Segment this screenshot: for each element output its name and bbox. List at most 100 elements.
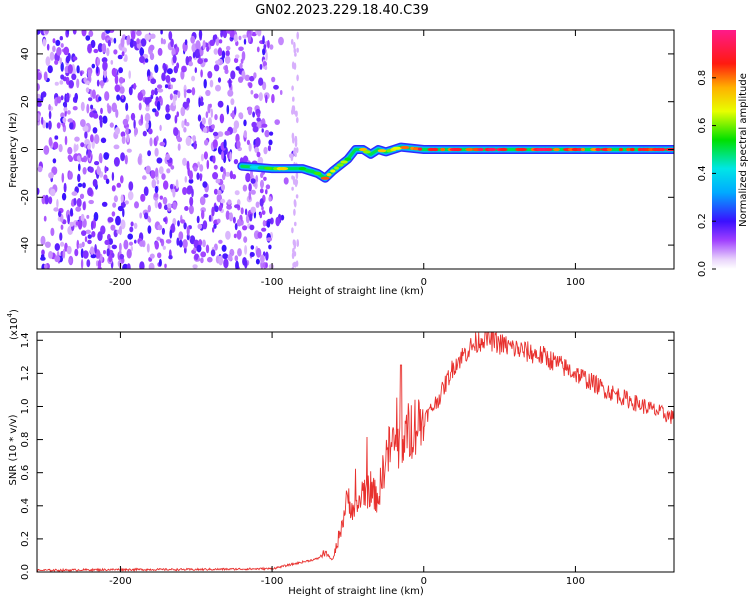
noise-speck: [269, 206, 273, 215]
signal-blob: [487, 147, 497, 152]
noise-speck: [59, 57, 62, 65]
y-tick-label: 0.0: [20, 564, 31, 580]
noise-speck: [75, 206, 82, 212]
signal-blob: [278, 167, 289, 171]
noise-speck: [173, 127, 179, 137]
noise-speck: [52, 38, 56, 44]
snr-y-scale-close: ): [9, 309, 20, 313]
noise-speck: [166, 68, 173, 75]
noise-speck: [70, 208, 73, 216]
noise-speck: [130, 30, 136, 40]
noise-speck: [278, 36, 284, 46]
noise-speck: [118, 259, 122, 269]
noise-speck: [203, 151, 208, 160]
y-tick-label: 0.2: [20, 531, 31, 547]
noise-speck: [89, 246, 95, 255]
noise-speck: [161, 173, 166, 180]
x-tick-label: 0: [421, 277, 427, 288]
noise-speck: [203, 78, 207, 89]
noise-speck: [213, 64, 220, 72]
noise-speck: [130, 245, 133, 252]
noise-speck: [92, 113, 99, 119]
noise-speck: [111, 244, 118, 250]
noise-speck: [81, 230, 87, 237]
noise-speck: [177, 143, 181, 151]
noise-speck: [89, 111, 95, 118]
noise-speck: [259, 63, 263, 70]
noise-speck: [165, 104, 170, 113]
noise-speck: [180, 219, 186, 224]
noise-speck: [80, 119, 86, 128]
noise-speck: [170, 77, 176, 83]
signal-blob: [440, 147, 446, 152]
noise-speck: [222, 253, 229, 260]
noise-speck: [74, 92, 78, 102]
noise-speck: [99, 119, 103, 128]
noise-speck: [97, 259, 102, 269]
noise-speck: [224, 64, 228, 72]
noise-speck: [268, 139, 273, 146]
noise-speck: [138, 102, 142, 111]
noise-speck: [218, 204, 223, 212]
noise-speck: [221, 150, 224, 161]
signal-blob: [571, 147, 580, 152]
noise-speck: [84, 138, 90, 145]
noise-speck: [196, 244, 202, 253]
noise-speck: [264, 65, 268, 71]
noise-speck: [264, 129, 270, 138]
y-tick-label: 0: [20, 146, 31, 152]
signal-blob: [359, 147, 368, 152]
noise-speck: [265, 184, 271, 190]
noise-speck: [122, 263, 129, 269]
noise-speck: [213, 188, 218, 195]
noise-speck: [111, 211, 116, 217]
noise-speck: [44, 194, 49, 205]
noise-speck: [91, 89, 96, 99]
noise-speck: [191, 75, 196, 82]
noise-speck: [87, 187, 93, 197]
x-tick-label: 100: [566, 576, 585, 587]
noise-speck: [184, 176, 188, 183]
noise-speck: [119, 242, 122, 252]
noise-speck: [113, 37, 117, 44]
colorbar-tick-label: 0.6: [697, 118, 708, 134]
noise-speck: [126, 133, 130, 143]
noise-speck: [78, 163, 81, 172]
signal-blob: [553, 147, 560, 152]
noise-speck: [124, 154, 128, 165]
noise-speck: [91, 231, 96, 238]
noise-speck: [170, 165, 175, 170]
noise-speck: [228, 212, 234, 222]
noise-speck: [72, 106, 78, 111]
noise-speck: [274, 119, 281, 125]
noise-speck: [157, 84, 163, 89]
noise-speck: [221, 183, 225, 191]
noise-speck: [162, 38, 166, 45]
noise-speck: [45, 122, 49, 129]
noise-speck: [271, 76, 276, 83]
noise-speck: [190, 35, 196, 44]
noise-speck: [242, 34, 248, 39]
noise-speck: [258, 77, 264, 86]
noise-speck: [68, 80, 74, 89]
noise-speck: [215, 60, 220, 65]
noise-speck: [143, 212, 149, 220]
noise-speck: [113, 144, 120, 150]
noise-speck: [159, 238, 163, 243]
noise-speck: [54, 81, 59, 86]
noise-speck: [290, 38, 294, 45]
signal-blob: [264, 166, 273, 170]
noise-speck: [234, 223, 238, 231]
noise-speck: [77, 220, 83, 230]
spectrogram-signal-track: [237, 142, 674, 183]
noise-speck: [67, 64, 73, 74]
noise-speck: [256, 117, 261, 122]
noise-speck: [118, 225, 122, 236]
noise-speck: [100, 137, 107, 144]
noise-speck: [84, 236, 88, 243]
noise-speck: [220, 30, 224, 38]
noise-speck: [192, 135, 197, 142]
noise-speck: [103, 174, 108, 181]
noise-speck: [206, 45, 210, 52]
